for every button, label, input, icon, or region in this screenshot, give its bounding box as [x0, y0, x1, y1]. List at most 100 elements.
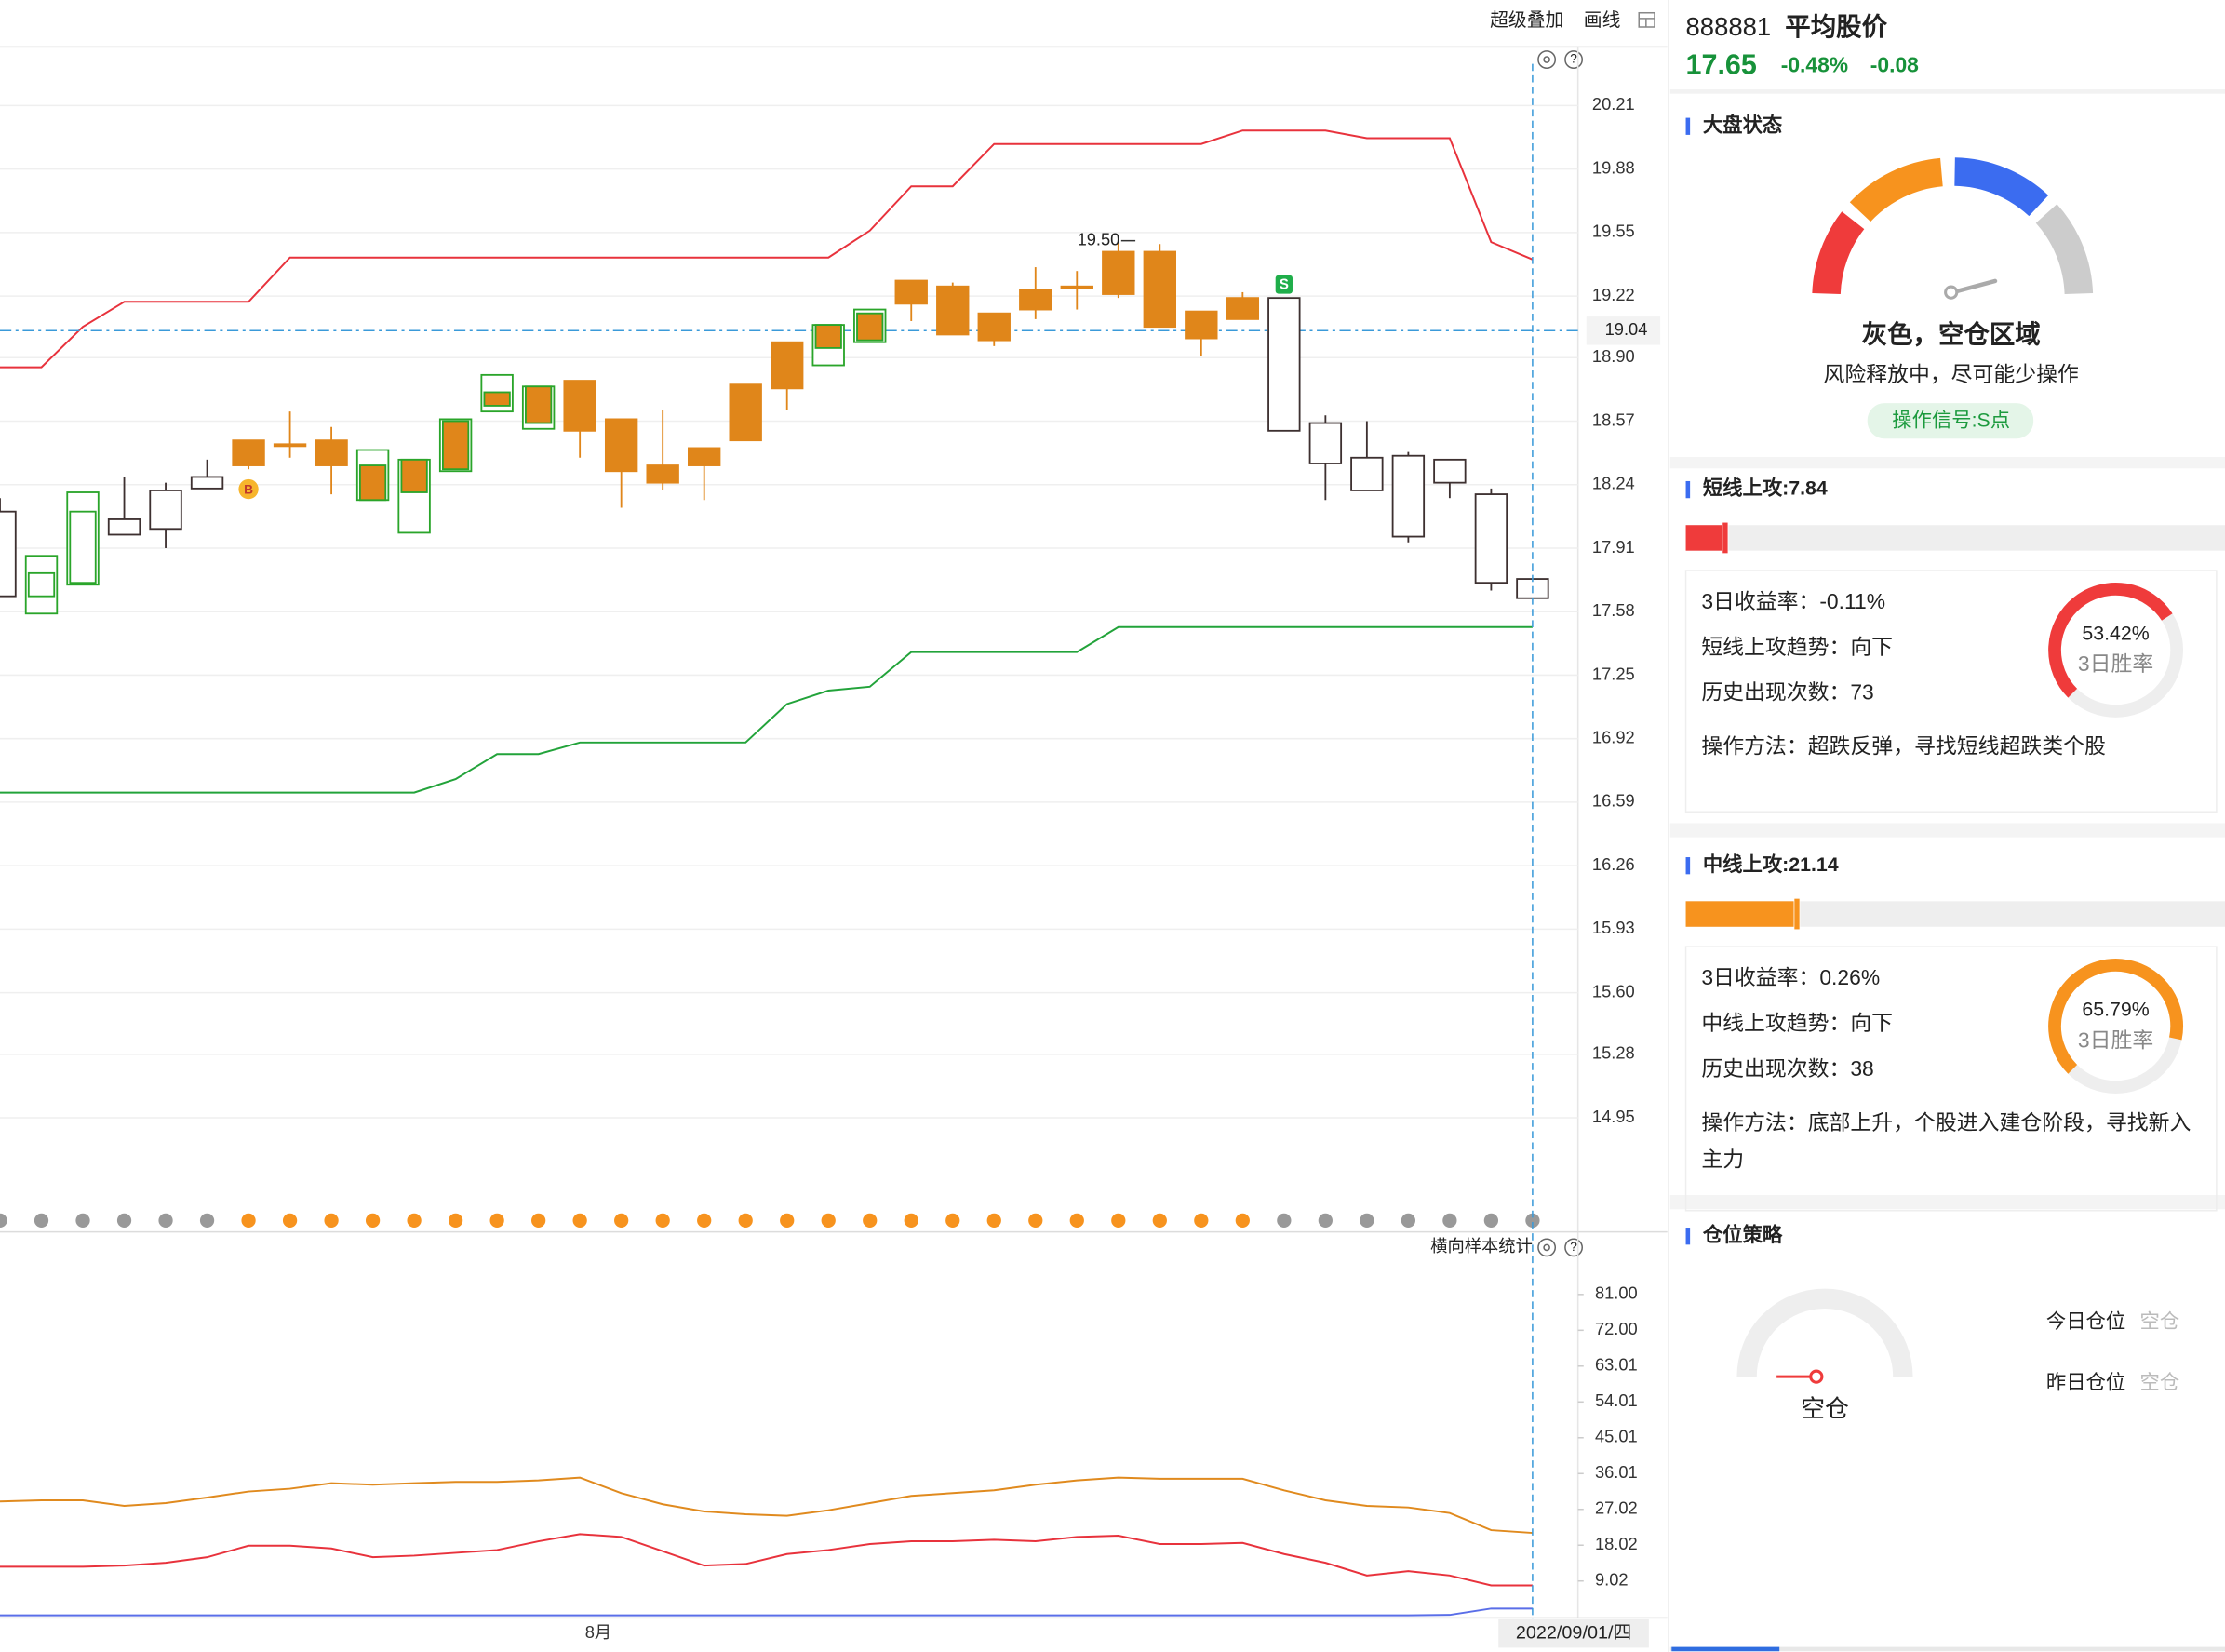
y-tick-label: 54.01 [1595, 1390, 1638, 1410]
signal-dot [1483, 1213, 1499, 1229]
section-marker [1685, 480, 1691, 499]
y-tick-label: 15.28 [1592, 1043, 1635, 1063]
candle-body [1350, 456, 1384, 491]
signal-text: 操作信号:S点 [1892, 410, 2010, 432]
candle-body [525, 385, 553, 424]
section-marker [1685, 1228, 1691, 1245]
candle-body [149, 490, 182, 531]
y-tick-label: 16.59 [1592, 791, 1635, 811]
chart-settings-icons[interactable] [1537, 50, 1583, 1257]
drawing-button[interactable]: 画线 [1584, 10, 1621, 31]
candle-body [0, 510, 17, 598]
candle-body [1391, 454, 1426, 538]
win-rate-title: 3日胜率 [2078, 1027, 2153, 1052]
today-position-value: 空仓 [2140, 1310, 2180, 1333]
win-rate-ring [2048, 583, 2173, 698]
y-tick-label: 18.02 [1595, 1534, 1638, 1553]
signal-dot [158, 1213, 173, 1229]
section-marker [1685, 857, 1691, 875]
gauge-segment [1849, 157, 1944, 222]
stat-line: 历史出现次数：38 [1701, 1056, 1873, 1081]
help-icon[interactable]: ? [1570, 52, 1577, 66]
high-annotation: 19.50 [1078, 229, 1120, 248]
signal-dot [738, 1213, 753, 1229]
section-title: 中线上攻:21.14 [1703, 853, 1839, 876]
candle-body [646, 464, 679, 484]
signal-dot [531, 1213, 546, 1229]
candle-body [1143, 250, 1176, 329]
y-tick-label: 16.26 [1592, 854, 1635, 874]
stat-line: 3日收益率：-0.11% [1701, 589, 1885, 613]
buy-marker [238, 478, 259, 500]
candle-body [190, 476, 224, 490]
y-tick-label: 36.01 [1595, 1462, 1638, 1482]
y-tick-label: 9.02 [1595, 1570, 1629, 1590]
signal-dot [448, 1213, 463, 1229]
method-text: 操作方法：超跌反弹，寻找短线超跌类个股 [1701, 734, 2106, 759]
y-tick-label: 17.58 [1592, 600, 1635, 620]
signal-dot [1277, 1213, 1292, 1229]
lower-panel-label: 横向样本统计 [1430, 1236, 1533, 1256]
market-gauge [1812, 157, 2094, 300]
candle-body [1019, 289, 1052, 311]
buy-marker-label: B [244, 483, 253, 497]
layout-icon[interactable] [1638, 11, 1655, 28]
gauge-segment [1953, 157, 2049, 217]
progress-bar [1685, 525, 1728, 551]
signal-pill [1867, 403, 2034, 439]
candle-body [936, 285, 970, 336]
stock-name: 平均股价 [1785, 12, 1887, 41]
stat-line: 历史出现次数：73 [1701, 680, 1873, 705]
candle-body [604, 418, 638, 473]
overlay-button[interactable]: 超级叠加 [1490, 10, 1563, 31]
market-description: 风险释放中，尽可能少操作 [1824, 362, 2079, 386]
y-tick-label: 15.93 [1592, 918, 1635, 937]
y-tick-label: 19.88 [1592, 157, 1635, 177]
y-tick-label: 19.22 [1592, 285, 1635, 304]
stock-code: 888881 [1686, 12, 1772, 41]
yesterday-position-value: 空仓 [2140, 1371, 2180, 1393]
signal-dot [904, 1213, 918, 1229]
stats-box [1684, 946, 2218, 1212]
signal-dot [655, 1213, 670, 1229]
price: 17.65 [1686, 49, 1757, 81]
signal-dot [1152, 1213, 1167, 1229]
series-line [0, 1476, 1533, 1535]
candle-body [107, 518, 141, 536]
signal-dot [0, 1213, 7, 1229]
y-tick-label: 81.00 [1595, 1283, 1638, 1303]
section-separator [1669, 89, 2225, 94]
x-cursor-label: 2022/09/01/四 [1516, 1622, 1631, 1643]
signal-dot [1525, 1213, 1540, 1229]
help-icon[interactable]: ? [1570, 1240, 1577, 1254]
signal-dot [489, 1213, 504, 1229]
y-tick-label: 15.60 [1592, 981, 1635, 1001]
stats-box [1684, 570, 2218, 813]
position-gauge [1736, 1288, 1913, 1384]
gauge-segment [1812, 211, 1865, 295]
candle-body [894, 279, 928, 305]
section-separator [1669, 823, 2225, 838]
series-line [0, 1607, 1533, 1617]
y-tick-label: 17.91 [1592, 537, 1635, 557]
candle-body [856, 312, 884, 342]
y-tick-label: 14.95 [1592, 1107, 1635, 1126]
signal-dot [199, 1213, 215, 1229]
y-tick-label: 27.02 [1595, 1498, 1638, 1518]
sell-marker-label: S [1280, 276, 1289, 292]
signal-dot [365, 1213, 381, 1229]
signal-dot [75, 1213, 90, 1229]
signal-dot [697, 1213, 712, 1229]
candle-body [441, 420, 470, 471]
candle-body [771, 341, 804, 390]
signal-dot [1442, 1213, 1457, 1229]
candle-body [483, 391, 511, 407]
gauge-pivot [1944, 285, 1959, 300]
section-separator [1669, 1194, 2225, 1210]
y-tick-label: 16.92 [1592, 728, 1635, 747]
signal-dot [614, 1213, 629, 1229]
candle-body [27, 571, 56, 598]
method-box: 操作方法：底部上升，个股进入建仓阶段，寻找新入主力 [1701, 1111, 2191, 1173]
